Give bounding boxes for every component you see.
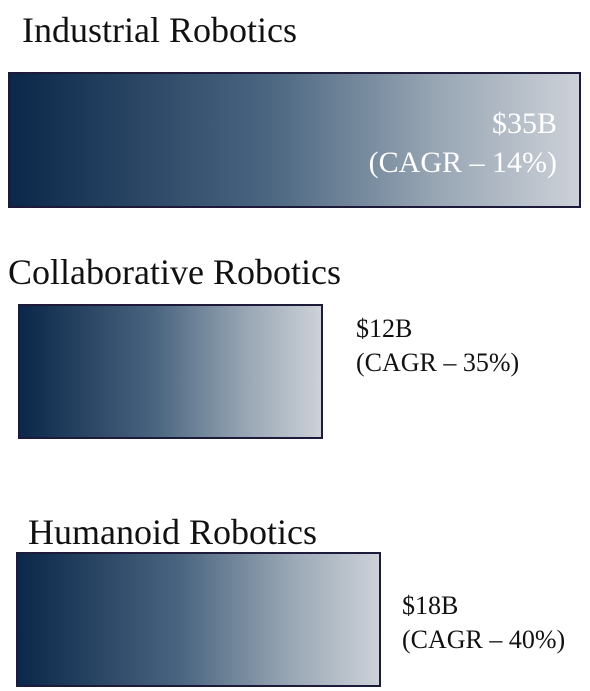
- bar: $35B (CAGR – 14%): [8, 72, 581, 208]
- bar: [18, 304, 323, 439]
- section-title: Humanoid Robotics: [28, 512, 317, 552]
- cagr-label: (CAGR – 35%): [356, 347, 520, 377]
- bar-label: $18B (CAGR – 40%): [402, 589, 565, 657]
- bar-label: $12B (CAGR – 35%): [356, 312, 519, 380]
- section-title: Industrial Robotics: [22, 10, 297, 50]
- bar: [16, 552, 381, 687]
- value-label: $35B: [491, 107, 557, 140]
- bar-label: $35B (CAGR – 14%): [369, 104, 557, 182]
- value-label: $18B: [402, 591, 459, 620]
- value-label: $12B: [356, 314, 413, 343]
- cagr-label: (CAGR – 14%): [368, 146, 557, 179]
- cagr-label: (CAGR – 40%): [402, 624, 566, 654]
- section-title: Collaborative Robotics: [8, 252, 341, 292]
